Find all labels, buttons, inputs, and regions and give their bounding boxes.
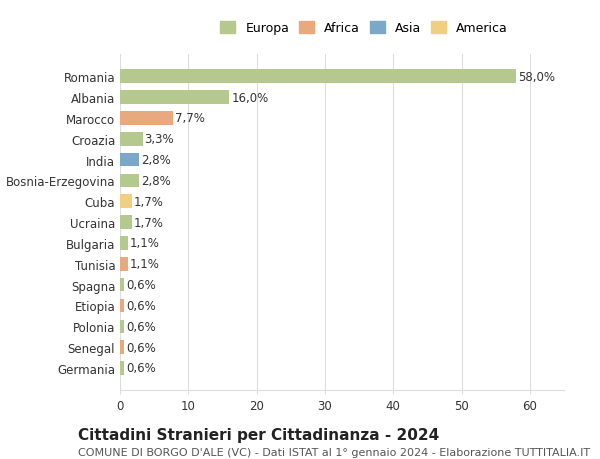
Text: 1,7%: 1,7% [134, 216, 164, 229]
Bar [120, 112, 173, 125]
Text: 7,7%: 7,7% [175, 112, 205, 125]
Bar [120, 341, 124, 354]
Bar [120, 133, 143, 146]
Bar [120, 320, 124, 333]
Text: 1,1%: 1,1% [130, 257, 160, 271]
Text: 0,6%: 0,6% [126, 362, 156, 375]
Bar [120, 174, 139, 188]
Text: COMUNE DI BORGO D'ALE (VC) - Dati ISTAT al 1° gennaio 2024 - Elaborazione TUTTIT: COMUNE DI BORGO D'ALE (VC) - Dati ISTAT … [78, 448, 590, 458]
Text: 3,3%: 3,3% [145, 133, 174, 146]
Text: 2,8%: 2,8% [141, 154, 171, 167]
Bar [120, 91, 229, 105]
Text: 16,0%: 16,0% [232, 91, 269, 104]
Bar [120, 361, 124, 375]
Text: Cittadini Stranieri per Cittadinanza - 2024: Cittadini Stranieri per Cittadinanza - 2… [78, 427, 439, 442]
Text: 58,0%: 58,0% [518, 71, 555, 84]
Legend: Europa, Africa, Asia, America: Europa, Africa, Asia, America [217, 18, 512, 39]
Bar [120, 299, 124, 313]
Bar [120, 216, 131, 230]
Bar [120, 257, 128, 271]
Text: 0,6%: 0,6% [126, 279, 156, 291]
Bar [120, 70, 516, 84]
Text: 1,1%: 1,1% [130, 237, 160, 250]
Bar [120, 237, 128, 250]
Text: 2,8%: 2,8% [141, 174, 171, 188]
Text: 0,6%: 0,6% [126, 299, 156, 312]
Text: 0,6%: 0,6% [126, 341, 156, 354]
Bar [120, 153, 139, 167]
Bar [120, 195, 131, 208]
Bar [120, 278, 124, 292]
Text: 1,7%: 1,7% [134, 196, 164, 208]
Text: 0,6%: 0,6% [126, 320, 156, 333]
